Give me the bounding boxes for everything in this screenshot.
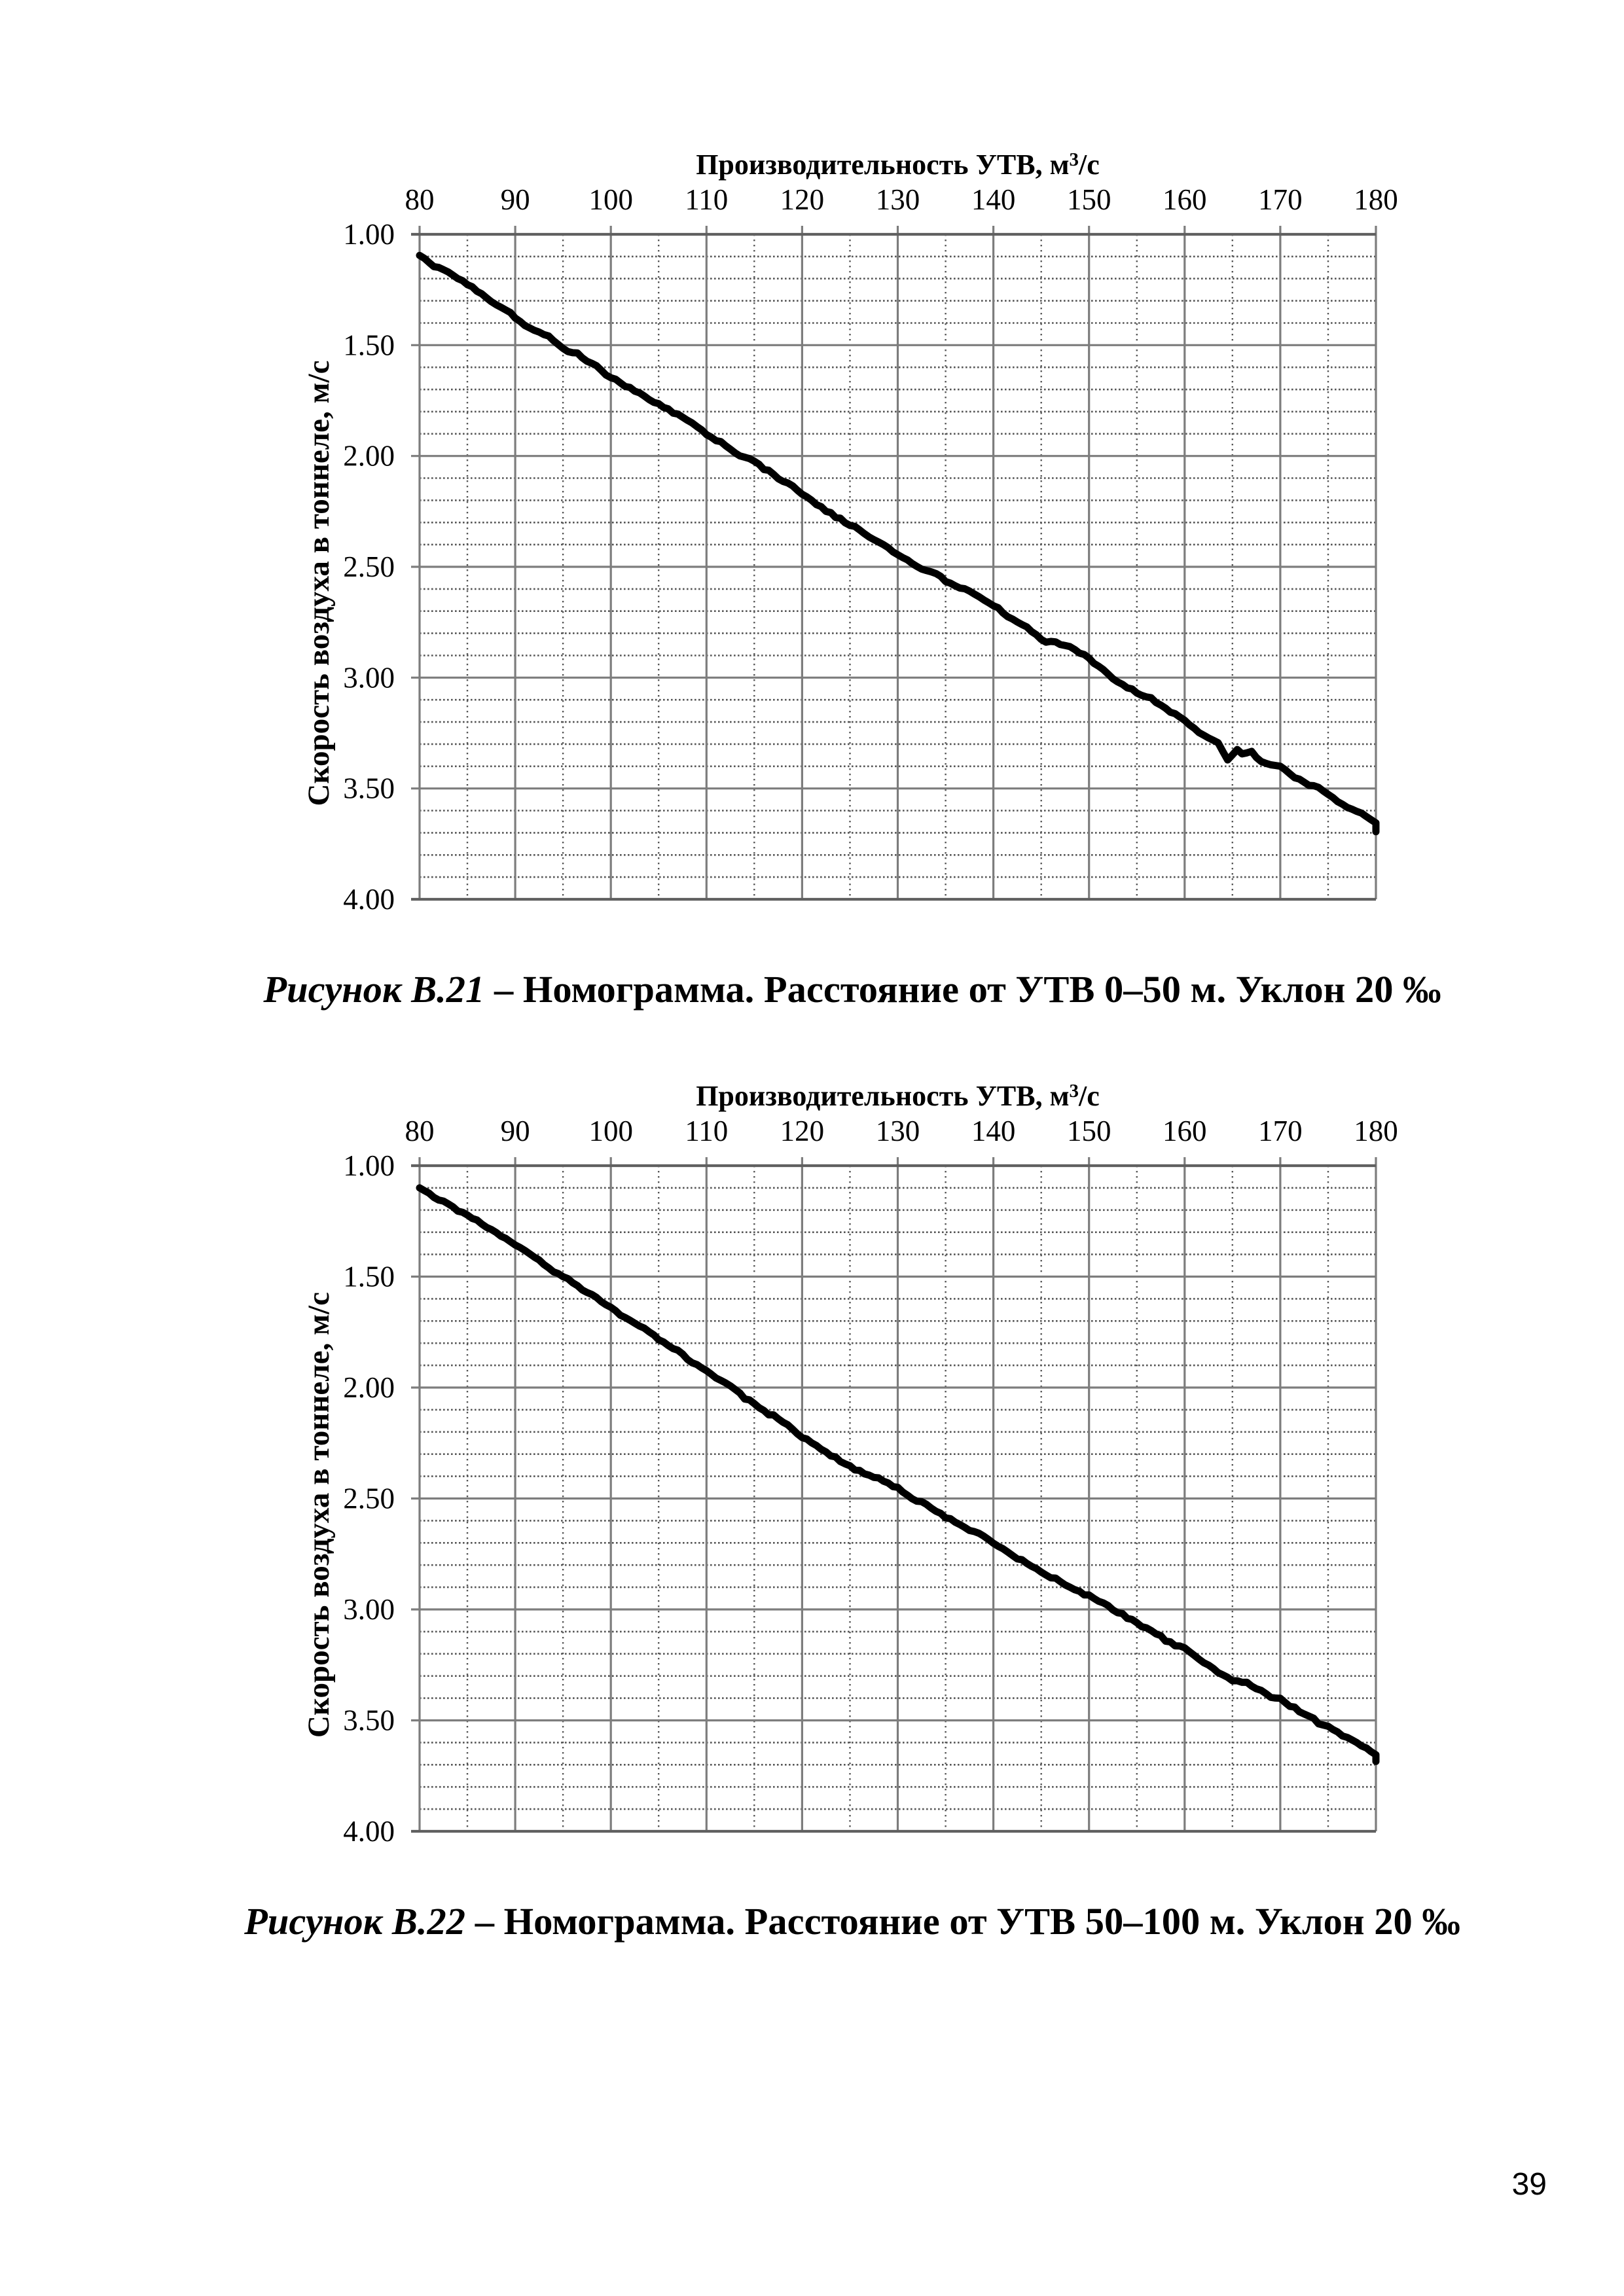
svg-text:90: 90 [501,183,530,216]
svg-text:2.00: 2.00 [343,1371,395,1404]
svg-text:2.50: 2.50 [343,550,395,583]
svg-text:160: 160 [1163,1115,1207,1147]
svg-text:170: 170 [1258,1115,1303,1147]
svg-text:110: 110 [685,183,728,216]
svg-text:80: 80 [405,183,435,216]
svg-text:1.00: 1.00 [343,218,395,251]
svg-text:130: 130 [876,183,920,216]
svg-text:110: 110 [685,1115,728,1147]
svg-text:Производительность УТВ, м3/с: Производительность УТВ, м3/с [696,1080,1100,1112]
svg-text:4.00: 4.00 [343,1815,395,1848]
svg-text:160: 160 [1163,183,1207,216]
svg-text:120: 120 [780,183,825,216]
svg-text:4.00: 4.00 [343,883,395,916]
svg-text:140: 140 [971,183,1016,216]
svg-text:Скорость воздуха в тоннеле, м/: Скорость воздуха в тоннеле, м/с [302,361,336,806]
svg-text:180: 180 [1354,1115,1398,1147]
svg-text:1.00: 1.00 [343,1149,395,1182]
svg-text:3.50: 3.50 [343,772,395,805]
svg-text:Рисунок В.22 – Номограмма. Рас: Рисунок В.22 – Номограмма. Расстояние от… [244,1900,1460,1943]
svg-text:90: 90 [501,1115,530,1147]
svg-text:3.00: 3.00 [343,1593,395,1626]
svg-text:100: 100 [588,1115,633,1147]
svg-text:39: 39 [1512,2167,1547,2202]
svg-text:Рисунок В.21 – Номограмма. Рас: Рисунок В.21 – Номограмма. Расстояние от… [262,968,1441,1011]
svg-text:100: 100 [588,183,633,216]
svg-text:2.50: 2.50 [343,1482,395,1515]
svg-text:150: 150 [1067,1115,1111,1147]
svg-text:80: 80 [405,1115,435,1147]
svg-text:130: 130 [876,1115,920,1147]
svg-text:3.50: 3.50 [343,1704,395,1737]
svg-text:120: 120 [780,1115,825,1147]
svg-text:170: 170 [1258,183,1303,216]
svg-text:1.50: 1.50 [343,329,395,361]
svg-text:3.00: 3.00 [343,661,395,694]
svg-text:Скорость воздуха в тоннеле, м/: Скорость воздуха в тоннеле, м/с [302,1292,336,1738]
svg-text:2.00: 2.00 [343,440,395,473]
svg-text:150: 150 [1067,183,1111,216]
svg-text:1.50: 1.50 [343,1261,395,1293]
svg-text:140: 140 [971,1115,1016,1147]
svg-text:180: 180 [1354,183,1398,216]
svg-text:Производительность УТВ, м3/с: Производительность УТВ, м3/с [696,149,1100,181]
